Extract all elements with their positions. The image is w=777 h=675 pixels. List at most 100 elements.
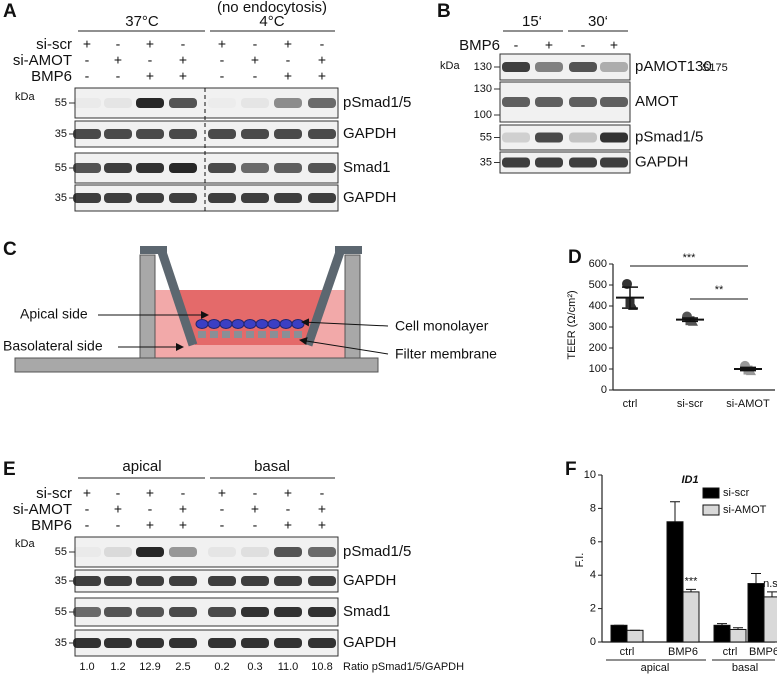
band [104,576,132,586]
sign: + [114,501,122,517]
row-label: si-AMOT [13,501,72,518]
kda-marker: 35 [55,128,67,140]
band [169,163,197,173]
cell [267,319,281,329]
sign: - [253,485,258,501]
band [308,607,336,617]
sign: - [220,501,225,517]
sign: + [284,68,292,84]
insert-wall [303,250,345,347]
sign: + [545,37,553,53]
band [600,132,628,143]
y-axis-label: TEER (Ω/cm²) [566,290,578,359]
sign: + [251,501,259,517]
blot-name: GAPDH [343,572,396,589]
filter-pore [270,331,278,338]
sign: - [286,52,291,68]
band [104,163,132,173]
diagram-label: Apical side [20,306,88,322]
x-tick-label: ctrl [623,398,638,410]
band [535,157,563,168]
band [274,98,302,108]
blot-name: pSmad1/5 [635,128,703,145]
band [104,547,132,557]
band [308,129,336,139]
ratio: 1.0 [79,661,94,673]
sign: + [284,36,292,52]
band [241,163,269,173]
kda-label: kDa [15,91,35,103]
blot-name: pAMOT130 [635,58,712,75]
well-wall [139,254,156,361]
significance: ** [715,284,724,296]
blot-frame [74,87,339,119]
sign: + [179,501,187,517]
kda-marker: 35 [480,156,492,168]
chart-title: ID1 [681,474,698,486]
sem-bar [740,366,756,372]
band [274,129,302,139]
well-wall [344,254,361,361]
blot-name: GAPDH [343,189,396,206]
cell [231,319,245,329]
sign: + [146,68,154,84]
band [136,576,164,586]
band [104,193,132,203]
band [136,607,164,617]
bar [610,624,628,643]
filter-pore [198,331,206,338]
cell [279,319,293,329]
band [208,129,236,139]
band [169,193,197,203]
insert-wall [157,250,198,347]
kda-marker: 55 [55,606,67,618]
bar [729,628,747,643]
band [502,62,530,72]
row-label: si-scr [36,485,72,502]
kda-marker: 130 [474,61,492,73]
sign: - [581,37,586,53]
bar [682,591,700,643]
kda-marker: 55 [480,131,492,143]
sign: - [253,68,258,84]
sign: + [218,485,226,501]
sign: - [148,501,153,517]
well-base [14,357,379,373]
panel-letter: D [568,247,582,268]
band [73,607,101,617]
bar [626,629,644,643]
x-tick-label: BMP6 [749,646,777,658]
filter-pore [222,331,230,338]
legend-label: si-AMOT [723,504,767,516]
sign: - [220,52,225,68]
kda-marker: 35 [55,637,67,649]
blot-name: GAPDH [635,153,688,170]
legend-swatch [702,487,720,499]
bar [713,624,731,643]
band [308,193,336,203]
filter-pore [234,331,242,338]
band [169,576,197,586]
sign: - [85,68,90,84]
band [600,97,628,107]
sign: + [610,37,618,53]
note: (no endocytosis) [217,0,327,16]
filter-pore [294,331,302,338]
significance: *** [685,575,699,587]
y-tick-label: 2 [590,603,596,615]
error-bar [767,591,777,597]
y-tick-label: 100 [589,363,607,375]
band [308,163,336,173]
filter-pore [258,331,266,338]
error-bar [686,588,696,592]
row-label: BMP6 [31,517,72,534]
kda-marker: 130 [474,83,492,95]
filter-pore [246,331,254,338]
kda-marker: 55 [55,546,67,558]
header: 4°C [259,13,284,30]
error-bar [733,627,743,630]
band [569,62,597,72]
bar [763,596,777,643]
row-label: si-AMOT [13,52,72,69]
y-tick-label: 0 [601,384,607,396]
